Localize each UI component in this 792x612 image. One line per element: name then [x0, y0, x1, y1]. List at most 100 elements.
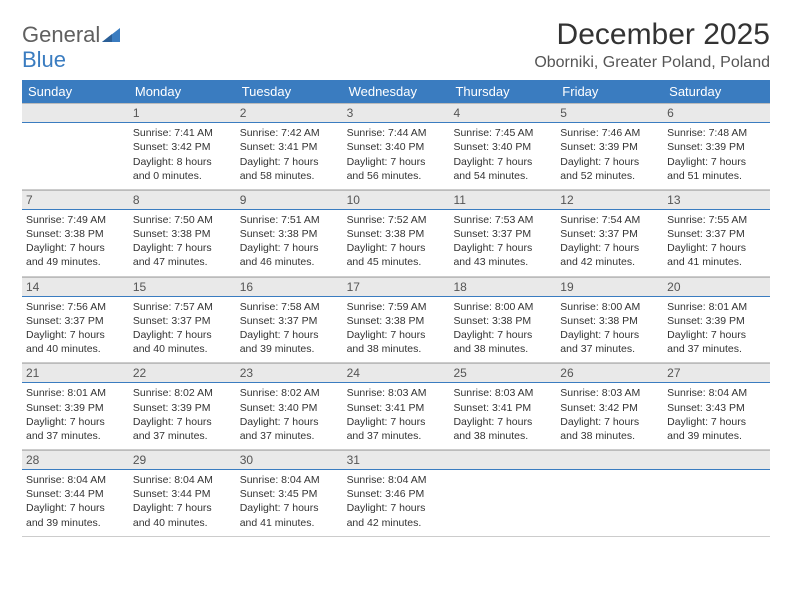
- day-number-empty: [556, 450, 663, 470]
- location-text: Oborniki, Greater Poland, Poland: [534, 54, 770, 72]
- sunrise-text: Sunrise: 8:03 AM: [347, 386, 446, 400]
- sunrise-text: Sunrise: 7:55 AM: [667, 213, 766, 227]
- day-details: Sunrise: 7:49 AMSunset: 3:38 PMDaylight:…: [22, 210, 129, 276]
- weekday-header: Tuesday: [236, 80, 343, 103]
- day-number: 28: [22, 450, 129, 470]
- day-details: Sunrise: 7:57 AMSunset: 3:37 PMDaylight:…: [129, 297, 236, 363]
- day-details: Sunrise: 7:59 AMSunset: 3:38 PMDaylight:…: [343, 297, 450, 363]
- sunrise-text: Sunrise: 7:58 AM: [240, 300, 339, 314]
- sunrise-text: Sunrise: 8:04 AM: [240, 473, 339, 487]
- daylight-line-2: and 38 minutes.: [453, 429, 552, 443]
- day-number: 23: [236, 363, 343, 383]
- sunrise-text: Sunrise: 8:00 AM: [560, 300, 659, 314]
- sunrise-text: Sunrise: 7:49 AM: [26, 213, 125, 227]
- day-number: 19: [556, 277, 663, 297]
- daylight-line-2: and 37 minutes.: [240, 429, 339, 443]
- day-number-empty: [663, 450, 770, 470]
- daylight-line-1: Daylight: 7 hours: [133, 501, 232, 515]
- daylight-line-1: Daylight: 7 hours: [453, 328, 552, 342]
- daylight-line-1: Daylight: 8 hours: [133, 155, 232, 169]
- day-cell: [449, 450, 556, 536]
- day-cell: 12Sunrise: 7:54 AMSunset: 3:37 PMDayligh…: [556, 190, 663, 276]
- day-cell: 15Sunrise: 7:57 AMSunset: 3:37 PMDayligh…: [129, 277, 236, 363]
- sunrise-text: Sunrise: 7:46 AM: [560, 126, 659, 140]
- daylight-line-1: Daylight: 7 hours: [667, 155, 766, 169]
- daylight-line-1: Daylight: 7 hours: [453, 241, 552, 255]
- sunset-text: Sunset: 3:45 PM: [240, 487, 339, 501]
- daylight-line-1: Daylight: 7 hours: [26, 328, 125, 342]
- sunrise-text: Sunrise: 8:04 AM: [347, 473, 446, 487]
- sunrise-text: Sunrise: 8:03 AM: [453, 386, 552, 400]
- day-details: Sunrise: 8:04 AMSunset: 3:43 PMDaylight:…: [663, 383, 770, 449]
- daylight-line-2: and 43 minutes.: [453, 255, 552, 269]
- daylight-line-2: and 40 minutes.: [26, 342, 125, 356]
- daylight-line-2: and 37 minutes.: [26, 429, 125, 443]
- sunset-text: Sunset: 3:44 PM: [133, 487, 232, 501]
- day-number: 18: [449, 277, 556, 297]
- daylight-line-2: and 46 minutes.: [240, 255, 339, 269]
- day-cell: 13Sunrise: 7:55 AMSunset: 3:37 PMDayligh…: [663, 190, 770, 276]
- daylight-line-2: and 49 minutes.: [26, 255, 125, 269]
- weekday-header: Monday: [129, 80, 236, 103]
- day-number: 5: [556, 103, 663, 123]
- daylight-line-2: and 37 minutes.: [667, 342, 766, 356]
- brand-mark-icon: [102, 26, 124, 49]
- sunset-text: Sunset: 3:38 PM: [26, 227, 125, 241]
- daylight-line-1: Daylight: 7 hours: [240, 328, 339, 342]
- weekday-header: Saturday: [663, 80, 770, 103]
- day-number: 1: [129, 103, 236, 123]
- daylight-line-1: Daylight: 7 hours: [347, 328, 446, 342]
- day-details: Sunrise: 7:53 AMSunset: 3:37 PMDaylight:…: [449, 210, 556, 276]
- day-details: Sunrise: 7:41 AMSunset: 3:42 PMDaylight:…: [129, 123, 236, 189]
- sunrise-text: Sunrise: 7:42 AM: [240, 126, 339, 140]
- daylight-line-2: and 58 minutes.: [240, 169, 339, 183]
- sunset-text: Sunset: 3:37 PM: [133, 314, 232, 328]
- sunset-text: Sunset: 3:38 PM: [347, 227, 446, 241]
- day-number: 14: [22, 277, 129, 297]
- day-number: 4: [449, 103, 556, 123]
- day-cell: 30Sunrise: 8:04 AMSunset: 3:45 PMDayligh…: [236, 450, 343, 536]
- day-cell: 2Sunrise: 7:42 AMSunset: 3:41 PMDaylight…: [236, 103, 343, 189]
- day-details: Sunrise: 7:48 AMSunset: 3:39 PMDaylight:…: [663, 123, 770, 189]
- brand-word-2: Blue: [22, 47, 66, 72]
- day-number: 17: [343, 277, 450, 297]
- sunset-text: Sunset: 3:40 PM: [347, 140, 446, 154]
- day-details: Sunrise: 7:54 AMSunset: 3:37 PMDaylight:…: [556, 210, 663, 276]
- day-number: 10: [343, 190, 450, 210]
- day-number: 25: [449, 363, 556, 383]
- day-cell: 20Sunrise: 8:01 AMSunset: 3:39 PMDayligh…: [663, 277, 770, 363]
- day-cell: 29Sunrise: 8:04 AMSunset: 3:44 PMDayligh…: [129, 450, 236, 536]
- sunrise-text: Sunrise: 8:02 AM: [133, 386, 232, 400]
- sunrise-text: Sunrise: 8:02 AM: [240, 386, 339, 400]
- week-row: 21Sunrise: 8:01 AMSunset: 3:39 PMDayligh…: [22, 363, 770, 450]
- sunset-text: Sunset: 3:41 PM: [453, 401, 552, 415]
- daylight-line-2: and 38 minutes.: [453, 342, 552, 356]
- calendar: SundayMondayTuesdayWednesdayThursdayFrid…: [22, 80, 770, 536]
- day-details: Sunrise: 7:44 AMSunset: 3:40 PMDaylight:…: [343, 123, 450, 189]
- day-cell: 31Sunrise: 8:04 AMSunset: 3:46 PMDayligh…: [343, 450, 450, 536]
- day-cell: 25Sunrise: 8:03 AMSunset: 3:41 PMDayligh…: [449, 363, 556, 449]
- sunrise-text: Sunrise: 8:00 AM: [453, 300, 552, 314]
- sunset-text: Sunset: 3:38 PM: [347, 314, 446, 328]
- sunrise-text: Sunrise: 7:45 AM: [453, 126, 552, 140]
- sunset-text: Sunset: 3:37 PM: [667, 227, 766, 241]
- sunrise-text: Sunrise: 7:56 AM: [26, 300, 125, 314]
- sunrise-text: Sunrise: 8:01 AM: [667, 300, 766, 314]
- sunrise-text: Sunrise: 7:41 AM: [133, 126, 232, 140]
- day-number: 21: [22, 363, 129, 383]
- daylight-line-1: Daylight: 7 hours: [453, 155, 552, 169]
- sunrise-text: Sunrise: 7:52 AM: [347, 213, 446, 227]
- day-number: 20: [663, 277, 770, 297]
- daylight-line-2: and 47 minutes.: [133, 255, 232, 269]
- day-cell: 26Sunrise: 8:03 AMSunset: 3:42 PMDayligh…: [556, 363, 663, 449]
- day-details: Sunrise: 8:04 AMSunset: 3:44 PMDaylight:…: [22, 470, 129, 536]
- week-row: 28Sunrise: 8:04 AMSunset: 3:44 PMDayligh…: [22, 450, 770, 537]
- title-block: December 2025 Oborniki, Greater Poland, …: [534, 18, 770, 72]
- sunset-text: Sunset: 3:37 PM: [453, 227, 552, 241]
- sunset-text: Sunset: 3:43 PM: [667, 401, 766, 415]
- day-cell: 17Sunrise: 7:59 AMSunset: 3:38 PMDayligh…: [343, 277, 450, 363]
- day-cell: 19Sunrise: 8:00 AMSunset: 3:38 PMDayligh…: [556, 277, 663, 363]
- sunset-text: Sunset: 3:38 PM: [560, 314, 659, 328]
- daylight-line-1: Daylight: 7 hours: [133, 241, 232, 255]
- daylight-line-2: and 45 minutes.: [347, 255, 446, 269]
